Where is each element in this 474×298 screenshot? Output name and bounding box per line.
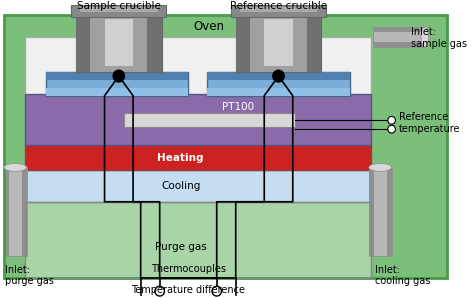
Text: Inlet:
cooling gas: Inlet: cooling gas <box>375 265 431 286</box>
FancyBboxPatch shape <box>25 202 371 278</box>
FancyBboxPatch shape <box>369 167 374 256</box>
Text: Temperature difference: Temperature difference <box>131 285 245 295</box>
FancyBboxPatch shape <box>236 15 250 72</box>
FancyBboxPatch shape <box>4 167 9 256</box>
FancyBboxPatch shape <box>207 72 350 80</box>
FancyBboxPatch shape <box>239 7 318 12</box>
FancyBboxPatch shape <box>47 74 185 82</box>
FancyBboxPatch shape <box>307 15 321 72</box>
FancyBboxPatch shape <box>236 15 321 72</box>
FancyBboxPatch shape <box>71 5 166 17</box>
FancyBboxPatch shape <box>76 15 162 72</box>
Circle shape <box>155 286 164 296</box>
FancyBboxPatch shape <box>207 72 350 96</box>
Text: Sample crucible: Sample crucible <box>77 1 161 11</box>
FancyBboxPatch shape <box>4 167 27 256</box>
FancyBboxPatch shape <box>4 257 371 278</box>
FancyBboxPatch shape <box>47 86 185 94</box>
FancyBboxPatch shape <box>105 19 133 66</box>
FancyBboxPatch shape <box>25 145 371 170</box>
Circle shape <box>273 70 284 82</box>
Text: Thermocouples: Thermocouples <box>151 263 226 274</box>
Text: Reference
temperature: Reference temperature <box>399 112 461 134</box>
Text: Reference crucible: Reference crucible <box>230 1 327 11</box>
FancyBboxPatch shape <box>46 72 188 96</box>
FancyBboxPatch shape <box>22 167 27 256</box>
Circle shape <box>212 286 221 296</box>
FancyBboxPatch shape <box>387 167 392 256</box>
Ellipse shape <box>369 164 392 171</box>
FancyBboxPatch shape <box>373 42 425 46</box>
Text: Cooling: Cooling <box>161 181 201 191</box>
FancyBboxPatch shape <box>231 5 326 17</box>
FancyBboxPatch shape <box>371 15 447 278</box>
FancyBboxPatch shape <box>147 15 162 72</box>
FancyBboxPatch shape <box>47 80 185 88</box>
FancyBboxPatch shape <box>4 15 25 278</box>
FancyBboxPatch shape <box>76 15 91 72</box>
Text: Oven: Oven <box>193 21 225 33</box>
FancyBboxPatch shape <box>264 19 293 66</box>
Circle shape <box>388 116 395 124</box>
Text: Heating: Heating <box>157 153 204 163</box>
Text: Inlet:
sample gas: Inlet: sample gas <box>410 27 466 49</box>
FancyBboxPatch shape <box>207 88 350 96</box>
Text: Inlet:
purge gas: Inlet: purge gas <box>5 265 54 286</box>
FancyBboxPatch shape <box>209 80 347 88</box>
Ellipse shape <box>421 27 428 46</box>
Circle shape <box>388 125 395 133</box>
FancyBboxPatch shape <box>369 167 392 256</box>
FancyBboxPatch shape <box>80 7 158 12</box>
Circle shape <box>113 70 125 82</box>
FancyBboxPatch shape <box>209 74 347 82</box>
FancyBboxPatch shape <box>209 86 347 94</box>
Ellipse shape <box>4 164 27 171</box>
FancyBboxPatch shape <box>46 88 188 96</box>
FancyBboxPatch shape <box>373 27 425 46</box>
FancyBboxPatch shape <box>46 72 188 80</box>
FancyBboxPatch shape <box>25 94 371 145</box>
FancyBboxPatch shape <box>4 15 447 37</box>
FancyBboxPatch shape <box>25 170 371 202</box>
Text: Purge gas: Purge gas <box>155 242 207 252</box>
FancyBboxPatch shape <box>25 37 371 278</box>
FancyBboxPatch shape <box>124 114 295 127</box>
FancyBboxPatch shape <box>373 27 425 32</box>
Text: PT100: PT100 <box>221 102 254 111</box>
